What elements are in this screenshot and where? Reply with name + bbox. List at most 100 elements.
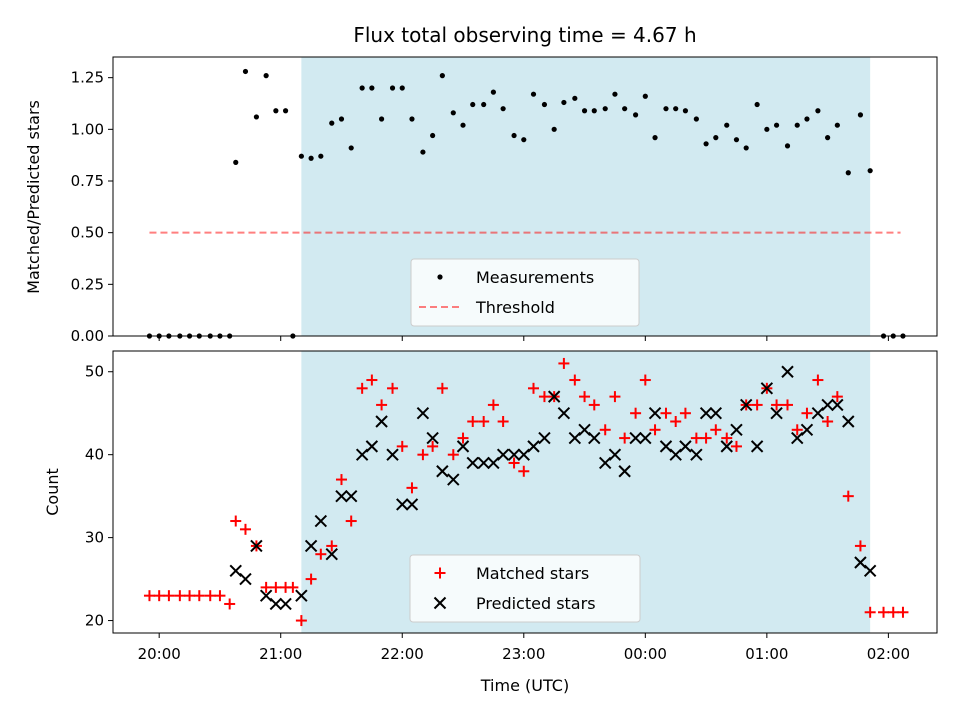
- measurement-point: [470, 101, 476, 108]
- measurement-point: [273, 108, 279, 114]
- predicted-star-point: [507, 448, 521, 461]
- measurement-point: [591, 108, 597, 114]
- predicted-star-point: [730, 423, 743, 437]
- measurement-point: [754, 101, 760, 108]
- x-tick-label: 22:00: [381, 645, 424, 663]
- matched-star-point: [579, 391, 591, 403]
- x-axis-label: Time (UTC): [480, 676, 569, 695]
- measurement-point: [632, 112, 639, 118]
- matched-star-point: [864, 606, 876, 618]
- predicted-star-point: [854, 556, 867, 569]
- measurement-point: [338, 116, 345, 122]
- matched-star-point: [822, 416, 834, 427]
- predicted-star-point: [547, 390, 561, 403]
- measurement-point: [530, 91, 537, 97]
- matched-star-point: [630, 407, 642, 419]
- matched-star-point: [174, 590, 186, 602]
- measurement-point: [500, 106, 506, 112]
- matched-star-point: [326, 540, 338, 552]
- count-ytick-label: 40: [85, 446, 104, 464]
- measurement-point: [242, 68, 249, 75]
- predicted-star-point: [426, 431, 439, 445]
- matched-star-point: [619, 432, 631, 444]
- matched-star-point: [528, 382, 540, 394]
- measurement-point: [845, 170, 851, 176]
- matched-star-point: [690, 432, 702, 444]
- count-legend: Matched stars Predicted stars: [409, 554, 641, 623]
- predicted-star-point: [770, 406, 783, 420]
- predicted-star-point: [608, 448, 622, 461]
- matched-star-point: [801, 407, 813, 419]
- matched-star-point: [406, 482, 418, 494]
- predicted-star-point: [629, 431, 642, 445]
- measurement-point: [282, 108, 289, 114]
- matched-star-point: [315, 548, 327, 560]
- measurement-point: [359, 85, 365, 91]
- x-tick-label: 01:00: [745, 645, 788, 663]
- matched-star-point: [660, 407, 672, 419]
- matched-star-point: [679, 407, 691, 419]
- matched-star-point: [730, 440, 742, 452]
- predicted-star-point: [578, 423, 591, 437]
- matched-star-point: [287, 581, 299, 593]
- matched-star-point: [467, 416, 479, 427]
- matched-star-point: [239, 523, 251, 535]
- matched-star-point: [878, 606, 890, 618]
- matched-star-point: [812, 374, 824, 386]
- measurement-point: [834, 122, 840, 128]
- legend-matched-marker: [434, 567, 446, 579]
- predicted-star-point: [791, 431, 804, 445]
- predicted-star-point: [477, 456, 490, 470]
- predicted-star-point: [314, 514, 328, 528]
- ratio-ytick-label: 0.75: [71, 172, 104, 190]
- measurement-point: [481, 101, 487, 108]
- matched-star-point: [224, 598, 236, 610]
- measurement-point: [867, 168, 873, 174]
- predicted-star-point: [487, 456, 500, 470]
- predicted-star-point: [750, 440, 764, 453]
- x-tick-label: 20:00: [138, 645, 181, 663]
- x-tick-label: 23:00: [502, 645, 545, 663]
- measurement-point: [369, 85, 375, 91]
- ratio-ytick-label: 0.50: [71, 224, 104, 242]
- measurement-point: [713, 135, 719, 141]
- matched-star-point: [356, 382, 368, 394]
- ratio-panel-frame: [112, 56, 938, 337]
- predicted-star-point: [496, 448, 510, 461]
- measurement-point: [773, 122, 780, 128]
- predicted-star-point: [344, 489, 358, 503]
- predicted-star-point: [811, 406, 825, 420]
- matched-star-point: [487, 399, 499, 411]
- ratio-legend: Measurements Threshold: [410, 258, 640, 327]
- matched-star-point: [518, 465, 530, 477]
- measurement-point: [430, 132, 436, 139]
- predicted-star-point: [335, 489, 348, 503]
- matched-star-point: [609, 391, 621, 403]
- measurement-point: [612, 91, 618, 97]
- matched-star-point: [478, 416, 490, 427]
- measurement-point: [693, 116, 699, 122]
- matched-star-point: [831, 391, 843, 403]
- predicted-star-point: [229, 564, 242, 578]
- x-tick-label: 02:00: [867, 645, 910, 663]
- matched-star-point: [270, 581, 282, 593]
- predicted-star-point: [365, 440, 379, 453]
- matched-star-point: [569, 374, 581, 386]
- predicted-star-point: [679, 440, 692, 453]
- matched-star-point: [842, 490, 854, 502]
- matched-star-point: [649, 424, 661, 436]
- measurement-point: [409, 116, 415, 122]
- measurement-point: [642, 93, 648, 99]
- predicted-star-point: [568, 431, 582, 445]
- predicted-star-point: [659, 440, 673, 453]
- matched-star-point: [538, 391, 550, 403]
- matched-star-point: [260, 581, 272, 593]
- measurement-point: [298, 153, 304, 159]
- predicted-star-point: [259, 589, 273, 602]
- predicted-star-point: [720, 440, 733, 453]
- matched-star-point: [387, 382, 399, 394]
- predicted-star-point: [842, 415, 855, 428]
- measurement-point: [521, 137, 527, 143]
- measurement-point: [682, 108, 689, 114]
